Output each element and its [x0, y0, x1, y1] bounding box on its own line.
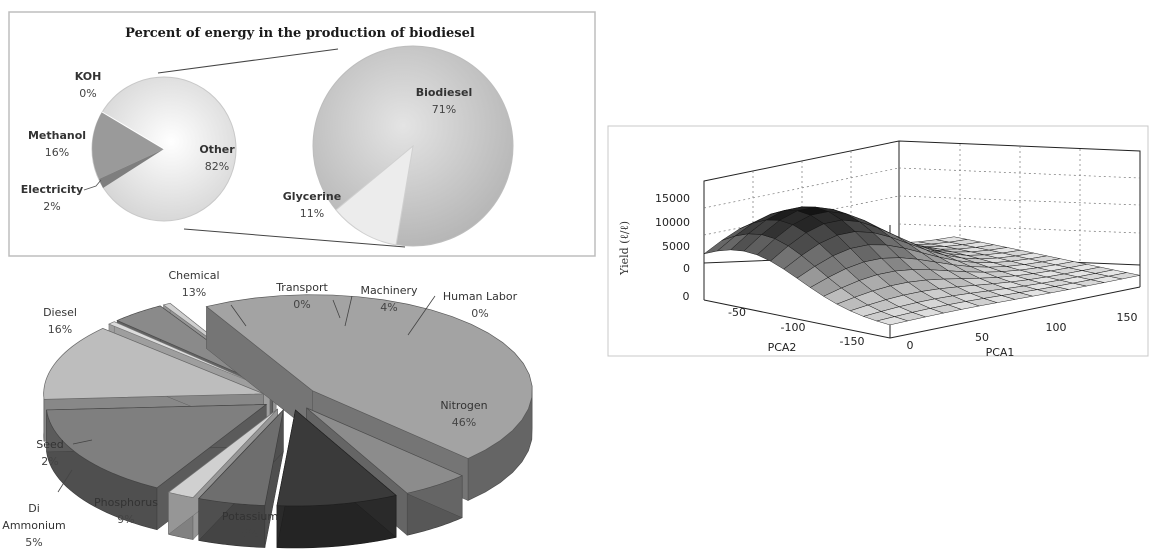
pie3d-label-di-ammonium: Di Ammonium 5% — [2, 502, 65, 549]
pie-connector-top — [157, 48, 339, 74]
svg-text:82%: 82% — [205, 160, 229, 173]
y-tick-minus-50: -50 — [728, 306, 746, 319]
svg-text:Nitrogen: Nitrogen — [440, 399, 487, 412]
x-tick-150: 150 — [1117, 311, 1138, 324]
x-tick-0: 0 — [907, 339, 914, 352]
di-ammonium-line2: Ammonium — [2, 519, 65, 532]
pie-panel-title: Percent of energy in the production of b… — [125, 26, 475, 41]
pie3d-slice-di-ammonium — [198, 408, 284, 548]
pie3d-labels: Nitrogen 46% Potassium 5% Phosphorus 9% … — [2, 269, 517, 549]
svg-text:2%: 2% — [41, 455, 58, 468]
pie-label-electricity: Electricity 2% — [21, 179, 102, 213]
svg-text:16%: 16% — [45, 146, 69, 159]
svg-text:11%: 11% — [300, 207, 324, 220]
pie-slice-electricity — [99, 149, 164, 188]
seed-leader-line — [72, 439, 93, 445]
svg-text:0%: 0% — [471, 307, 488, 320]
pie3d-label-machinery: Machinery 4% — [360, 284, 418, 314]
svg-text:13%: 13% — [182, 286, 206, 299]
surface-box-front-right — [889, 286, 1141, 339]
pie3d-label-potassium: Potassium 5% — [222, 510, 278, 540]
svg-text:0%: 0% — [79, 87, 96, 100]
svg-text:KOH: KOH — [75, 70, 102, 83]
svg-text:46%: 46% — [452, 416, 476, 429]
pie-slice-methanol — [92, 112, 164, 179]
biodiesel-pie-panel: Percent of energy in the production of b… — [8, 11, 596, 257]
svg-text:Biodiesel: Biodiesel — [416, 86, 473, 99]
pie-label-glycerine: Glycerine 11% — [283, 190, 341, 220]
z-tick-15000: 15000 — [655, 192, 690, 205]
pie3d-label-nitrogen: Nitrogen 46% — [440, 399, 487, 429]
svg-text:Diesel: Diesel — [43, 306, 77, 319]
x-tick-labels: 0 50 100 150 — [907, 311, 1138, 352]
x-tick-100: 100 — [1046, 321, 1067, 334]
x-axis-label: PCA1 — [986, 346, 1015, 359]
z-axis-label: Yield (ℓ/ℓ) — [618, 221, 631, 276]
yield-surface-panel: 15000 10000 5000 0 0 -50 -100 -150 0 50 … — [607, 125, 1149, 359]
y-tick-0: 0 — [683, 290, 690, 303]
pie3d-label-seed: Seed 2% — [36, 438, 64, 468]
y-tick-labels: 0 -50 -100 -150 — [683, 290, 865, 348]
di-ammonium-line1: Di — [28, 502, 40, 515]
pie-connector-bottom — [183, 228, 406, 248]
svg-text:Other: Other — [199, 143, 235, 156]
z-tick-5000: 5000 — [662, 240, 690, 253]
y-tick-minus-150: -150 — [840, 335, 865, 348]
svg-text:Glycerine: Glycerine — [283, 190, 341, 203]
pie-label-koh: KOH 0% — [75, 70, 102, 100]
svg-text:5%: 5% — [25, 536, 42, 549]
svg-text:5%: 5% — [241, 527, 258, 540]
y-axis-label: PCA2 — [768, 341, 797, 354]
svg-text:2%: 2% — [43, 200, 60, 213]
pie-label-methanol: Methanol 16% — [28, 129, 86, 159]
machinery-leader-line — [344, 295, 353, 327]
yield-surface-mesh — [703, 206, 1141, 326]
pie3d-label-human-labor: Human Labor 0% — [443, 290, 518, 320]
z-tick-labels: 15000 10000 5000 0 — [655, 192, 690, 275]
pie3d-slice-diesel — [46, 403, 268, 531]
svg-text:Electricity: Electricity — [21, 183, 83, 196]
svg-text:Potassium: Potassium — [222, 510, 278, 523]
svg-text:9%: 9% — [117, 513, 134, 526]
svg-text:16%: 16% — [48, 323, 72, 336]
pie-slice-koh — [101, 111, 165, 150]
pie3d-label-chemical: Chemical 13% — [168, 269, 219, 299]
pie3d-slice-phosphorus — [276, 409, 397, 549]
electricity-leader-line — [83, 179, 102, 191]
human-labor-leader-line — [407, 295, 436, 336]
di-ammonium-leader-line — [57, 469, 73, 493]
pie-label-other: Other 82% — [199, 143, 235, 173]
svg-text:4%: 4% — [380, 301, 397, 314]
z-tick-0: 0 — [683, 262, 690, 275]
chemical-leader-line — [230, 304, 247, 327]
svg-text:Chemical: Chemical — [168, 269, 219, 282]
svg-text:Transport: Transport — [275, 281, 328, 294]
y-tick-minus-100: -100 — [781, 321, 806, 334]
svg-text:Methanol: Methanol — [28, 129, 86, 142]
pie-slice-glycerine — [335, 144, 414, 246]
surface-patch — [1108, 272, 1141, 280]
x-tick-50: 50 — [975, 331, 989, 344]
svg-text:Seed: Seed — [36, 438, 64, 451]
svg-text:0%: 0% — [293, 298, 310, 311]
pie3d-label-diesel: Diesel 16% — [43, 306, 77, 336]
svg-text:Human Labor: Human Labor — [443, 290, 518, 303]
svg-text:Phosphorus: Phosphorus — [94, 496, 158, 509]
transport-leader-line — [332, 299, 341, 319]
svg-text:71%: 71% — [432, 103, 456, 116]
pie3d-label-transport: Transport 0% — [275, 281, 328, 311]
pie-label-biodiesel: Biodiesel 71% — [416, 86, 473, 116]
energy-inputs-3d-pie — [43, 294, 533, 549]
svg-text:Machinery: Machinery — [360, 284, 418, 297]
z-tick-10000: 10000 — [655, 216, 690, 229]
pie3d-label-phosphorus: Phosphorus 9% — [94, 496, 158, 526]
surface-box-front-left — [703, 299, 891, 339]
